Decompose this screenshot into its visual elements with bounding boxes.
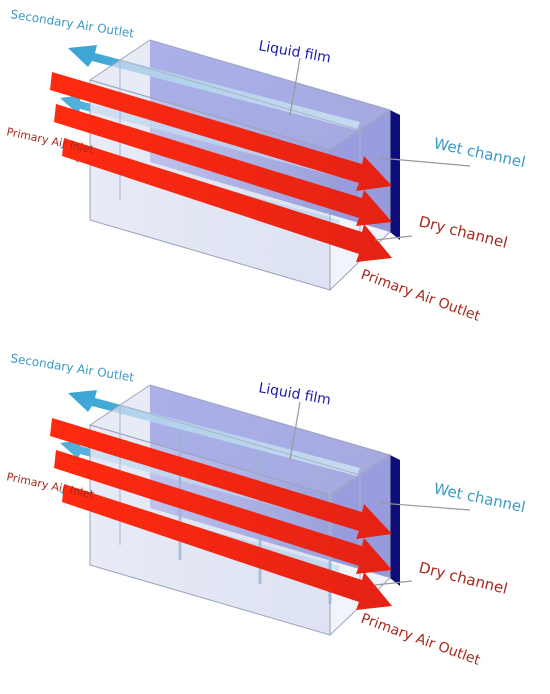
wet-channel-leader bbox=[379, 502, 471, 511]
primary-air-arrows bbox=[50, 418, 392, 610]
liquid-film-label: Liquid film bbox=[257, 380, 332, 408]
primary-arrow-1 bbox=[50, 72, 392, 191]
wet-channel-leader bbox=[379, 157, 471, 167]
primary-arrow-3 bbox=[62, 484, 392, 610]
primary-air-outlet-label: Primary Air Outlet bbox=[359, 267, 483, 325]
secondary-air-outlet-label: Secondary Air Outlet bbox=[10, 351, 136, 384]
primary-air-arrows bbox=[50, 72, 392, 262]
primary-arrow-2 bbox=[54, 450, 392, 574]
dry-channel-leader bbox=[374, 580, 413, 586]
liquid-film-leader bbox=[289, 401, 301, 461]
primary-arrow-2 bbox=[54, 104, 392, 226]
liquid-film-leader bbox=[289, 57, 301, 116]
dry-channel-label: Dry channel bbox=[417, 558, 509, 597]
primary-arrow-3 bbox=[62, 138, 392, 262]
wet-channel-label: Wet channel bbox=[432, 134, 527, 171]
inner-divider bbox=[119, 59, 361, 131]
inner-divider bbox=[119, 404, 361, 476]
wet-channel-label: Wet channel bbox=[432, 479, 527, 516]
diagram-bottom: Secondary Air Outlet Liquid film Wet cha… bbox=[5, 351, 527, 669]
diagram-top: Secondary Air Outlet Liquid film Wet cha… bbox=[5, 7, 527, 325]
dry-channel-label: Dry channel bbox=[417, 212, 509, 251]
dry-channel-leader bbox=[374, 235, 413, 241]
liquid-film-label: Liquid film bbox=[257, 38, 332, 66]
primary-arrow-1 bbox=[50, 418, 392, 539]
liquid-film-side bbox=[390, 110, 400, 240]
primary-air-outlet-label: Primary Air Outlet bbox=[359, 611, 483, 669]
secondary-air-outlet-label: Secondary Air Outlet bbox=[10, 7, 136, 40]
liquid-film-side bbox=[390, 455, 400, 586]
